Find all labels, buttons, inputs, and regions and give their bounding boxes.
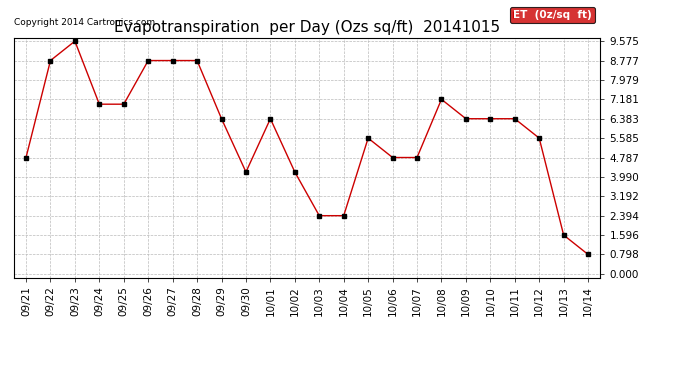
Legend: ET  (0z/sq  ft): ET (0z/sq ft)	[510, 7, 595, 23]
Title: Evapotranspiration  per Day (Ozs sq/ft)  20141015: Evapotranspiration per Day (Ozs sq/ft) 2…	[114, 20, 500, 35]
Text: Copyright 2014 Cartronics.com: Copyright 2014 Cartronics.com	[14, 18, 155, 27]
